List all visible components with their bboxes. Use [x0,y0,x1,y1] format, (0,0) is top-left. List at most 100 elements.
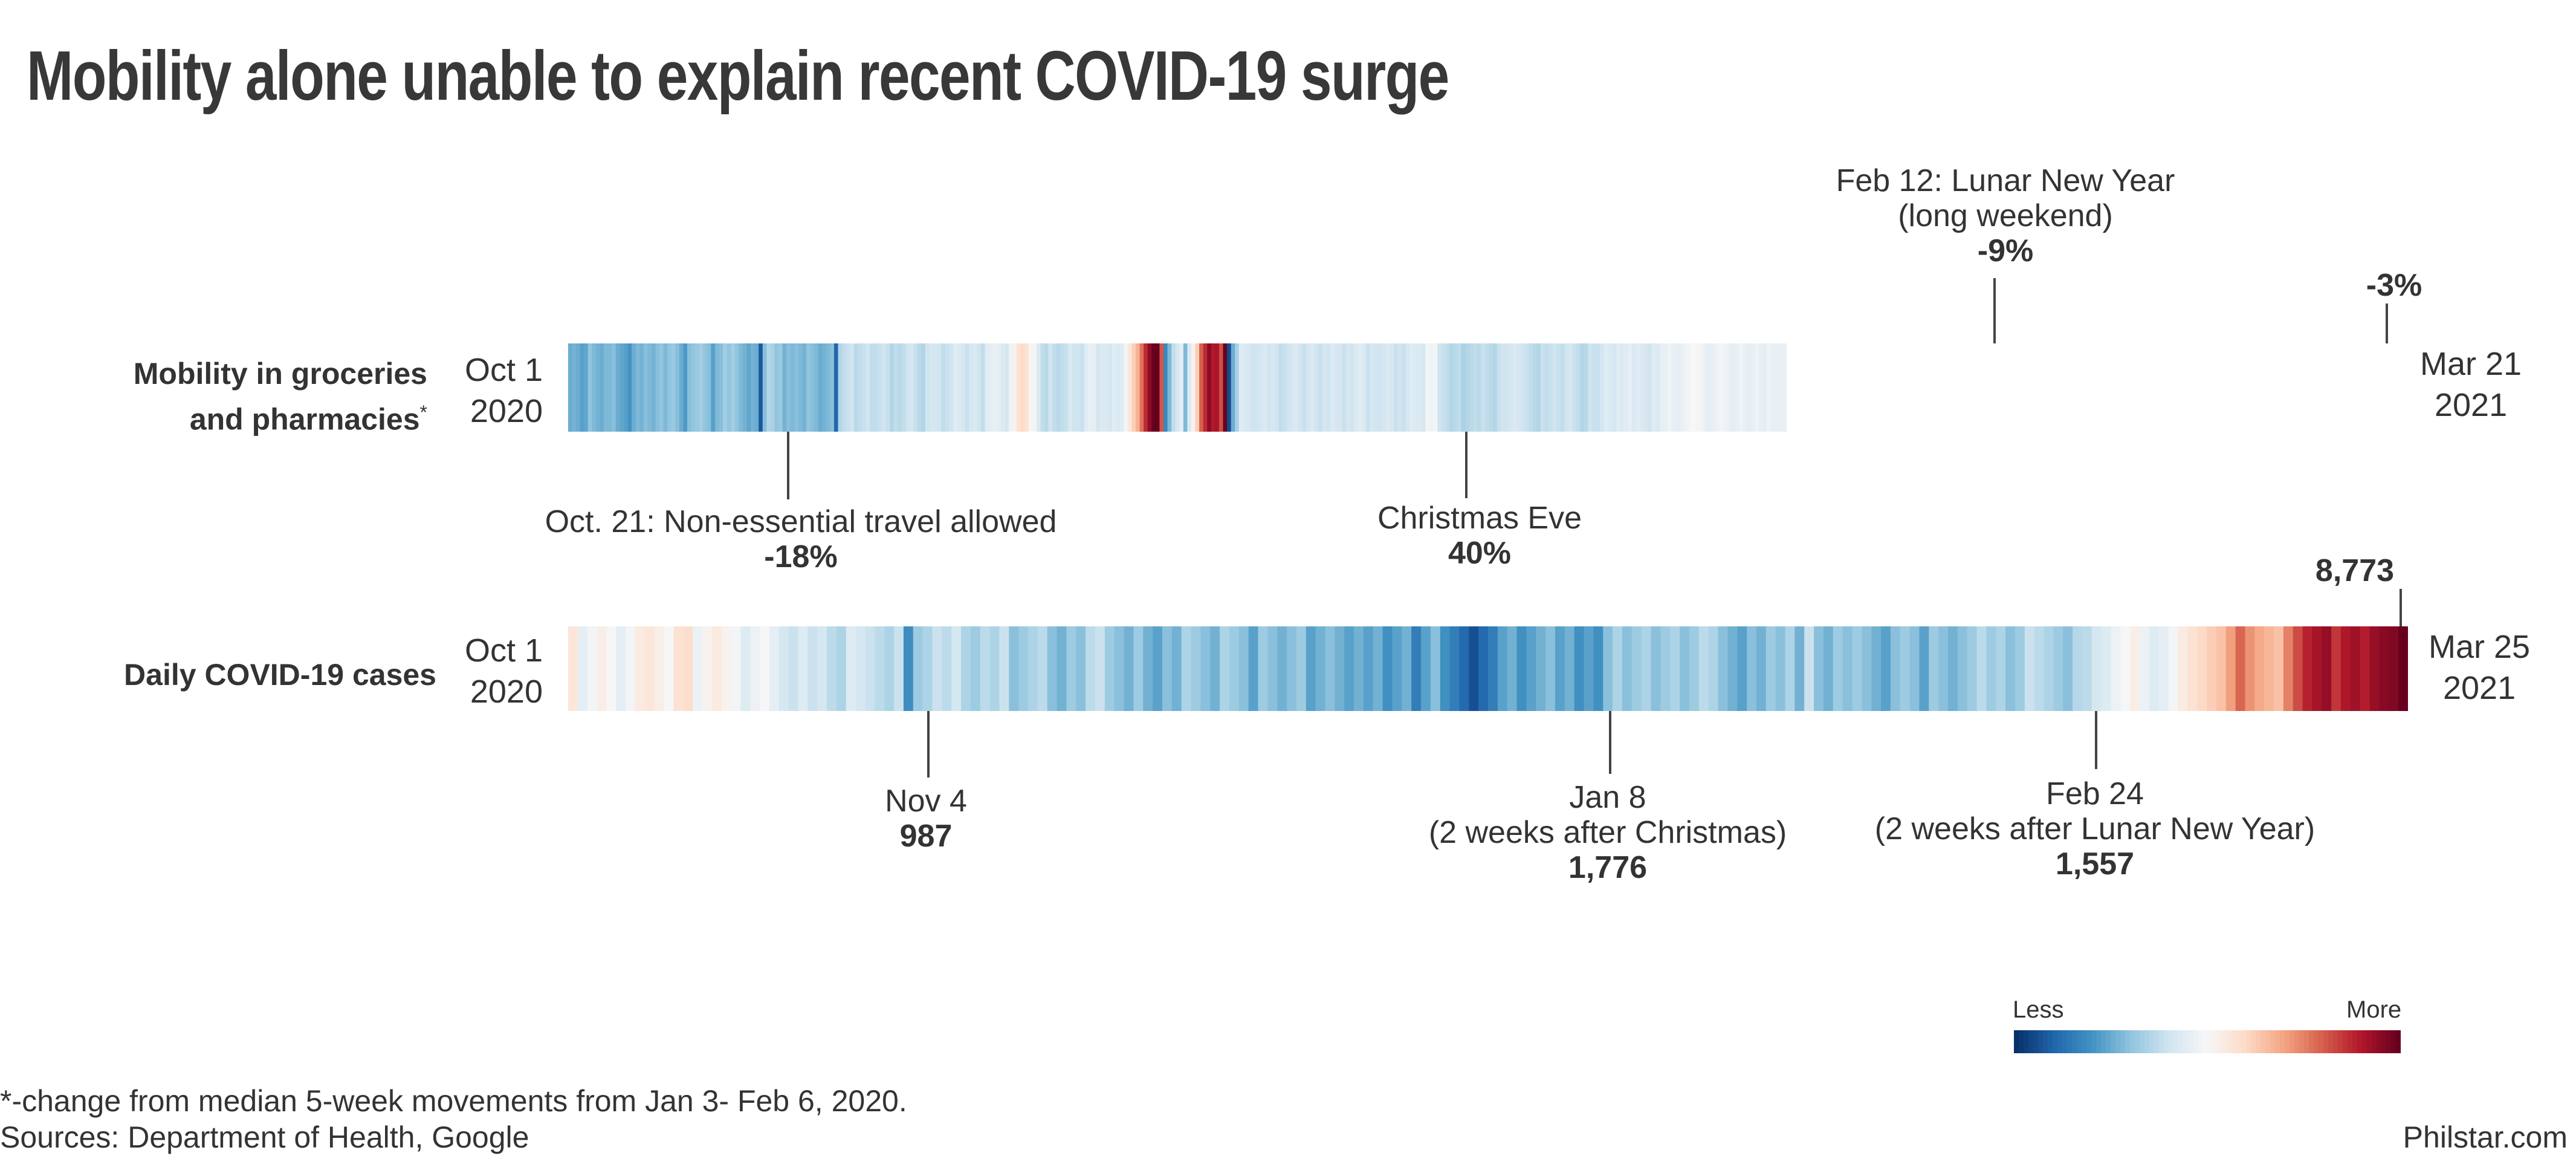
mobility-day-cell [1342,343,1347,432]
mobility-day-cell [905,343,910,432]
mobility-day-cell [1453,343,1458,432]
mobility-day-cell [1028,343,1033,432]
cases-day-cell [2034,626,2045,711]
mobility-day-cell [1131,343,1136,432]
cases-day-cell [2082,626,2092,711]
mobility-day-cell [1659,343,1665,432]
cases-jan8-value: 1,776 [1568,850,1648,885]
mobility-end-label-line-2: 2021 [2434,387,2508,423]
mobility-row-label-line-2: and pharmacies [189,402,420,437]
cases-day-cell [2360,626,2371,711]
mobility-day-cell [1207,343,1212,432]
mobility-day-cell [985,343,989,432]
mobility-oct21-label: Oct. 21: Non-essential travel allowed [545,504,1057,539]
mobility-day-cell [1671,343,1676,432]
cases-peak-leader [2400,589,2402,626]
cases-day-cell [1095,626,1105,711]
mobility-day-cell [1687,343,1692,432]
mobility-day-cell [1338,343,1343,432]
cases-day-cell [2073,626,2083,711]
cases-day-cell [2111,626,2121,711]
mobility-day-cell [1572,343,1577,432]
cases-day-cell [1804,626,1814,711]
mobility-day-cell [1052,343,1057,432]
cases-day-cell [2369,626,2380,711]
cases-day-cell [1459,626,1469,711]
mobility-day-cell [1782,343,1787,432]
legend-low-label: Less [2013,996,2064,1023]
cases-start-label: Oct 1 2020 [465,630,543,712]
mobility-day-cell [1421,343,1426,432]
mobility-start-label: Oct 1 2020 [465,349,543,432]
cases-day-cell [1747,626,1757,711]
cases-day-cell [1890,626,1901,711]
legend-swatch [2024,1030,2029,1053]
mobility-day-cell [909,343,914,432]
mobility-day-cell [774,343,779,432]
legend-swatch [2159,1030,2164,1053]
cases-day-cell [1153,626,1163,711]
cases-day-cell [2283,626,2294,711]
mobility-christmas-label: Christmas Eve [1377,501,1582,536]
mobility-day-cell [1183,343,1188,432]
cases-day-cell [1881,626,1891,711]
mobility-christmas-leader [1465,432,1468,498]
mobility-day-cell [1691,343,1696,432]
legend-swatch [2173,1030,2179,1053]
cases-day-cell [1449,626,1460,711]
mobility-day-cell [1719,343,1724,432]
legend-swatch [2028,1030,2034,1053]
cases-day-cell [1104,626,1115,711]
cases-day-cell [1229,626,1240,711]
cases-day-cell [1976,626,1987,711]
mobility-day-cell [885,343,890,432]
legend-swatch [2144,1030,2150,1053]
legend-swatch [2164,1030,2169,1053]
mobility-day-cell [1255,343,1260,432]
cases-day-cell [2312,626,2322,711]
mobility-day-cell [1560,343,1565,432]
cases-day-cell [798,626,808,711]
mobility-day-cell [1044,343,1049,432]
legend-swatch [2338,1030,2343,1053]
mobility-day-cell [1556,343,1561,432]
legend-swatch [2077,1030,2082,1053]
cases-day-cell [597,626,607,711]
cases-day-cell [2293,626,2303,711]
mobility-day-cell [798,343,803,432]
legend-swatch [2072,1030,2077,1053]
mobility-day-cell [714,343,720,432]
cases-day-cell [1775,626,1786,711]
legend-swatch [2086,1030,2092,1053]
cases-day-cell [626,626,636,711]
cases-day-cell [673,626,684,711]
mobility-day-cell [580,343,584,432]
cases-day-cell [1555,626,1565,711]
mobility-day-cell [1679,343,1684,432]
mobility-day-cell [949,343,954,432]
cases-day-cell [2140,626,2150,711]
mobility-day-cell [727,343,731,432]
legend-swatch [2091,1030,2097,1053]
mobility-day-cell [746,343,751,432]
mobility-day-cell [1147,343,1152,432]
mobility-day-cell [595,343,601,432]
cases-day-cell [1411,626,1422,711]
mobility-day-cell [1274,343,1280,432]
cases-day-cell [1516,626,1527,711]
cases-day-cell [1057,626,1067,711]
mobility-day-cell [671,343,676,432]
mobility-day-cell [1509,343,1513,432]
mobility-day-cell [850,343,855,432]
cases-day-cell [1938,626,1949,711]
cases-day-cell [951,626,962,711]
mobility-day-cell [1703,343,1708,432]
cases-day-cell [1948,626,1958,711]
mobility-day-cell [1243,343,1248,432]
mobility-day-cell [1000,343,1005,432]
legend-swatch [2183,1030,2189,1053]
mobility-day-cell [833,343,839,432]
mobility-day-cell [1124,343,1128,432]
cases-nov4-leader [927,711,930,778]
cases-day-cell [1689,626,1700,711]
